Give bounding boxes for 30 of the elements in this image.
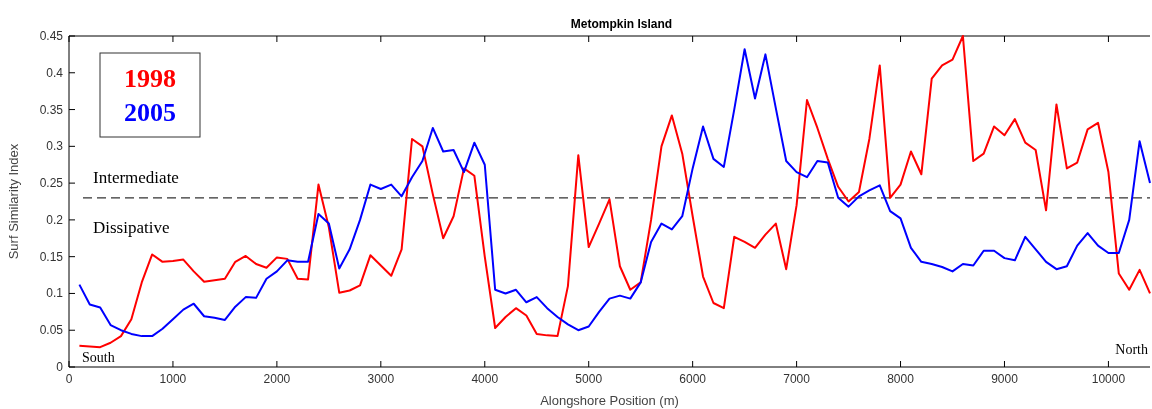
annotation: North [1115, 342, 1148, 357]
y-axis-title: Surf Similarity Index [6, 143, 21, 260]
x-tick-label: 8000 [887, 372, 915, 386]
x-tick-label: 7000 [783, 372, 811, 386]
x-tick-label: 4000 [471, 372, 499, 386]
y-tick-label: 0.35 [39, 102, 64, 117]
x-tick-label: 9000 [991, 372, 1019, 386]
y-tick-label: 0.05 [39, 323, 64, 338]
text: 1998 [124, 64, 176, 93]
x-tick-label: 5000 [575, 372, 603, 386]
y-tick-label: 0.15 [39, 249, 64, 264]
x-tick-label: 0 [65, 372, 73, 386]
y-tick-label: 0 [56, 360, 64, 374]
y-tick-label: 0.2 [46, 212, 64, 227]
x-tick-label: 2000 [263, 372, 291, 386]
text: 2005 [124, 98, 176, 127]
x-tick-label: 6000 [679, 372, 707, 386]
annotation: South [82, 350, 115, 365]
x-tick-label: 3000 [367, 372, 395, 386]
y-tick-label: 0.4 [46, 65, 64, 80]
annotation: Intermediate [93, 167, 179, 187]
x-tick-label: 10000 [1091, 372, 1126, 386]
chart-title: Metompkin Island [570, 17, 673, 31]
y-tick-label: 0.3 [46, 139, 64, 154]
y-tick-label: 0.1 [46, 286, 64, 301]
y-tick-label: 0.45 [39, 29, 64, 43]
annotation: Dissipative [93, 217, 170, 237]
x-axis-title: Alongshore Position (m) [540, 393, 679, 408]
x-tick-label: 1000 [159, 372, 187, 386]
y-tick-label: 0.25 [39, 176, 64, 191]
